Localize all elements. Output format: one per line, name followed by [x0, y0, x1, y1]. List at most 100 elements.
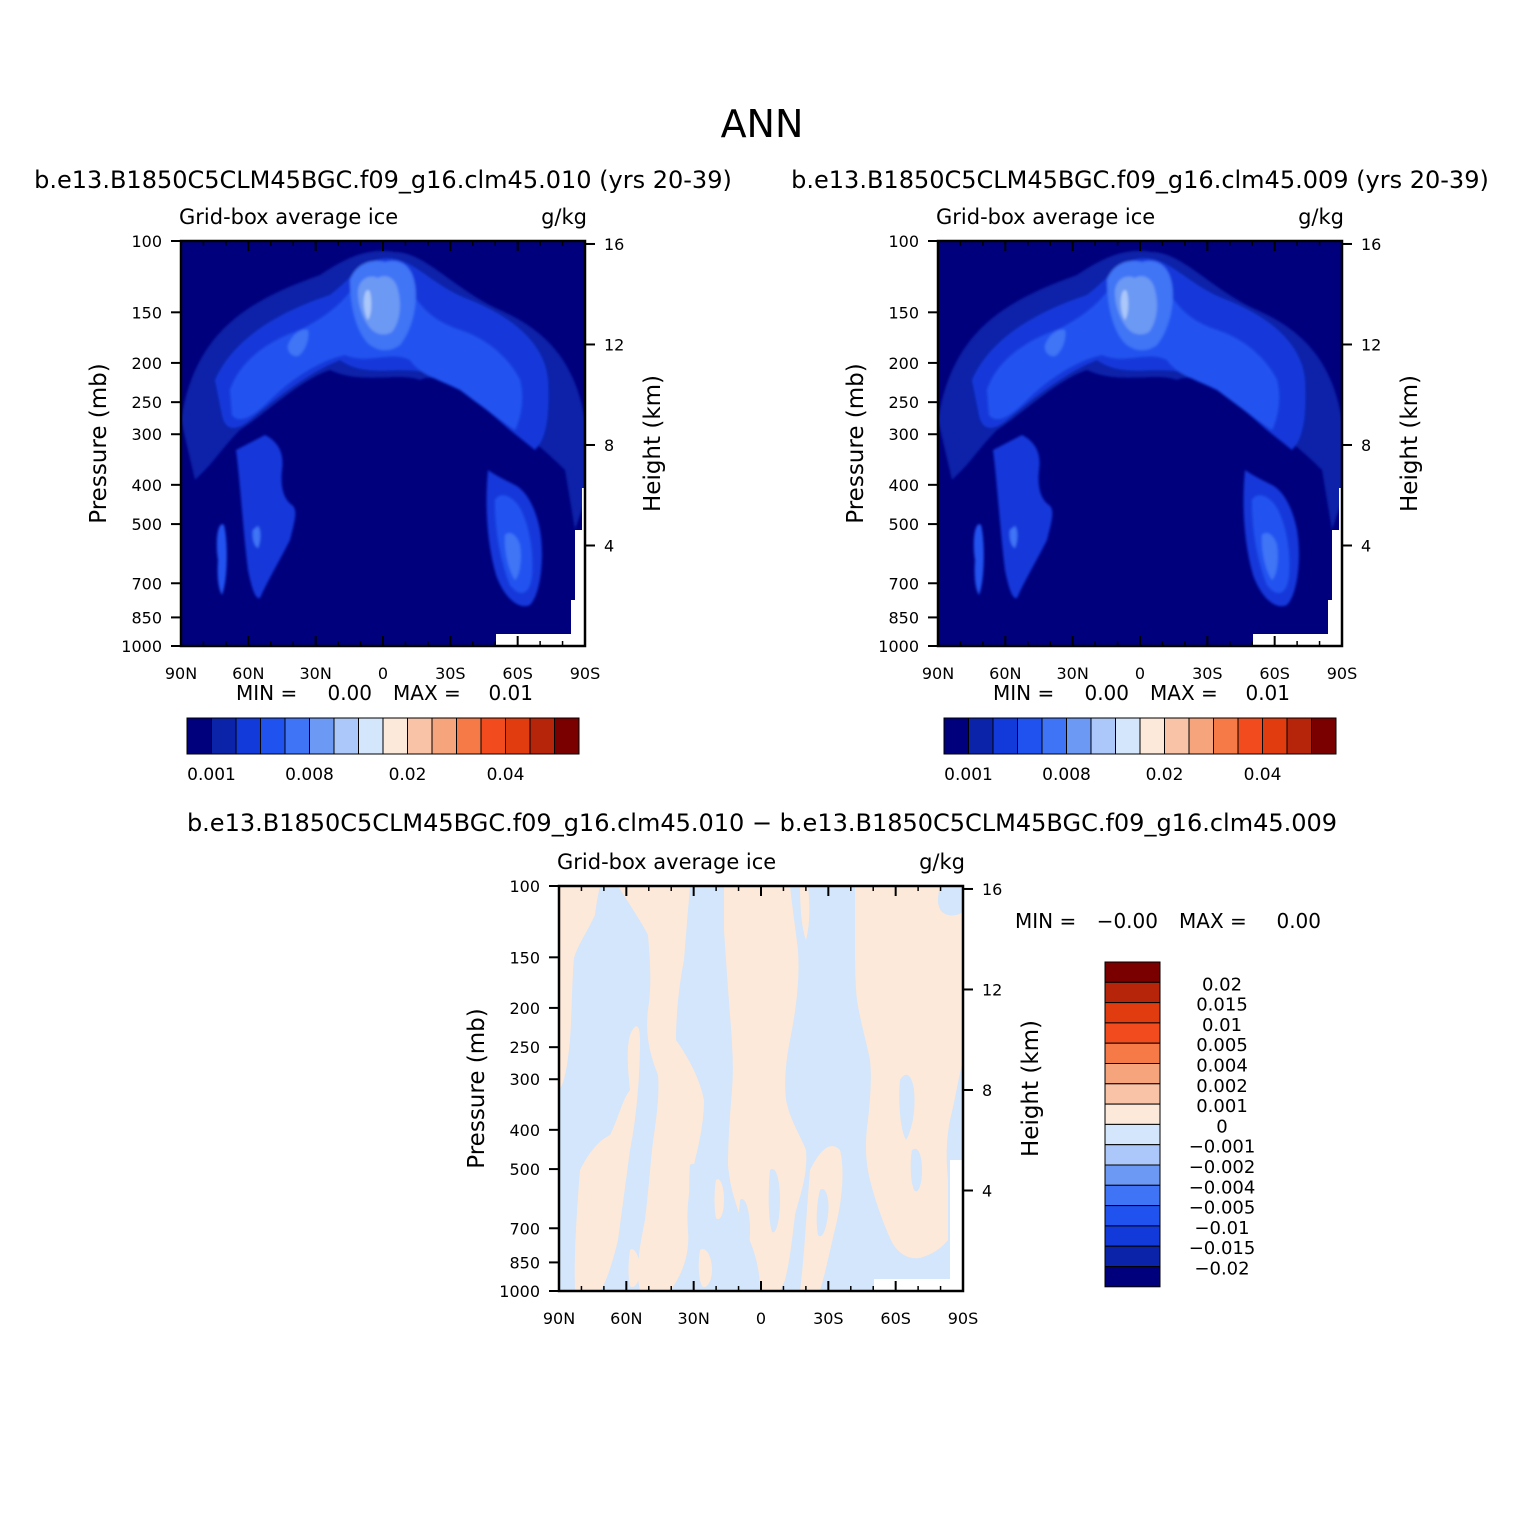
- x-tick-label: 30N: [1057, 664, 1089, 683]
- colorbar-label: 0.001: [944, 765, 993, 785]
- colorbar-swatch: [1104, 961, 1161, 983]
- colorbar-label: 0.02: [1146, 765, 1184, 785]
- colorbar-swatch: [1286, 717, 1312, 755]
- y-tick-label: 100: [888, 232, 919, 251]
- colorbar-swatch: [1104, 1144, 1161, 1166]
- height-tick-label: 4: [1361, 536, 1371, 555]
- axes: 90N 60N 30N 0 30S 60S 90S 100 150 200 250 300 400 500…: [464, 877, 1044, 1328]
- colorbar-swatch: [1104, 1164, 1161, 1186]
- x-tick-label: 60S: [1259, 664, 1290, 683]
- colorbar-swatch: [431, 717, 457, 755]
- x-tick-label: 90N: [922, 664, 954, 683]
- x-tick-label: 0: [378, 664, 388, 683]
- x-tick-label: 60S: [880, 1309, 911, 1328]
- y-tick-label: 850: [131, 608, 162, 627]
- colorbar-swatch: [407, 717, 433, 755]
- colorbar-swatch: [968, 717, 994, 755]
- panel-difference: b.e13.B1850C5CLM45BGC.f09_g16.clm45.010 …: [187, 809, 1337, 1328]
- colorbar-case1: 0.001 0.008 0.02 0.04: [186, 717, 580, 785]
- height-tick-label: 8: [1361, 436, 1371, 455]
- units-label: g/kg: [1298, 205, 1344, 229]
- max-label: MAX =: [1150, 681, 1218, 705]
- y-tick-label: 200: [509, 999, 540, 1018]
- y-tick-label: 850: [888, 608, 919, 627]
- colorbar-label: −0.004: [1189, 1177, 1256, 1198]
- units-label: g/kg: [541, 205, 587, 229]
- x-tick-label: 90N: [165, 664, 197, 683]
- colorbar-label: 0.001: [1196, 1096, 1248, 1117]
- y-tick-label: 400: [131, 476, 162, 495]
- colorbar-label: 0.004: [1196, 1056, 1248, 1077]
- y-tick-label: 150: [888, 303, 919, 322]
- colorbar-swatch: [284, 717, 310, 755]
- colorbar-swatch: [1104, 1184, 1161, 1207]
- colorbar-swatch: [1104, 1022, 1161, 1044]
- max-value: 0.00: [1276, 909, 1321, 933]
- colorbar-label: 0: [1216, 1116, 1227, 1137]
- height-tick-label: 16: [604, 235, 624, 254]
- colorbar-swatch: [211, 717, 237, 755]
- stats-difference: MIN = −0.00 MAX = 0.00: [1015, 909, 1321, 933]
- y-axis-label: Pressure (mb): [843, 363, 869, 523]
- colorbar-swatch: [456, 717, 482, 755]
- y-tick-label: 300: [131, 425, 162, 444]
- colorbar-swatch: [1104, 1266, 1161, 1288]
- height-tick-label: 4: [982, 1181, 992, 1200]
- colorbar-swatch: [1104, 1002, 1161, 1024]
- variable-label: Grid-box average ice: [557, 850, 776, 874]
- colorbar-swatch: [1104, 1225, 1161, 1247]
- x-tick-label: 60S: [502, 664, 533, 683]
- case-label: b.e13.B1850C5CLM45BGC.f09_g16.clm45.010 …: [187, 809, 1337, 837]
- height-tick-label: 12: [604, 335, 624, 354]
- contour-field: [938, 241, 1342, 646]
- panel-case1: b.e13.B1850C5CLM45BGC.f09_g16.clm45.010 …: [34, 166, 732, 683]
- colorbar-label: −0.002: [1189, 1157, 1256, 1178]
- x-tick-label: 30S: [435, 664, 466, 683]
- y2-axis-label: Height (km): [640, 375, 666, 512]
- colorbar-swatch: [480, 717, 506, 755]
- colorbar-swatch: [1237, 717, 1263, 755]
- height-tick-label: 16: [982, 880, 1002, 899]
- colorbar-swatch: [358, 717, 384, 755]
- colorbar-label: −0.02: [1194, 1259, 1249, 1280]
- y-tick-label: 1000: [499, 1282, 540, 1301]
- x-tick-label: 90S: [570, 664, 601, 683]
- colorbar-swatch: [529, 717, 555, 755]
- y-tick-label: 850: [509, 1253, 540, 1272]
- y-tick-label: 1000: [121, 637, 162, 656]
- x-tick-label: 30S: [1192, 664, 1223, 683]
- colorbar-label: 0.04: [487, 765, 525, 785]
- stats-case1: MIN = 0.00 MAX = 0.01: [236, 681, 533, 705]
- colorbar-swatch: [1104, 1245, 1161, 1267]
- y-tick-label: 100: [509, 877, 540, 896]
- colorbar-swatch: [260, 717, 286, 755]
- colorbar-case2: 0.001 0.008 0.02 0.04: [943, 717, 1337, 785]
- colorbar-label: 0.008: [1042, 765, 1091, 785]
- min-label: MIN =: [1015, 909, 1076, 933]
- colorbar-swatch: [1188, 717, 1214, 755]
- case-label: b.e13.B1850C5CLM45BGC.f09_g16.clm45.010 …: [34, 166, 732, 194]
- y2-axis-label: Height (km): [1018, 1020, 1044, 1157]
- y-tick-label: 1000: [878, 637, 919, 656]
- colorbar-label: 0.005: [1196, 1035, 1248, 1056]
- y-axis-label: Pressure (mb): [464, 1008, 490, 1168]
- colorbar-swatch: [309, 717, 335, 755]
- y-axis-label: Pressure (mb): [86, 363, 112, 523]
- colorbar-swatch: [235, 717, 261, 755]
- min-value: −0.00: [1097, 909, 1158, 933]
- colorbar-label: 0.01: [1202, 1015, 1242, 1036]
- colorbar-swatch: [1311, 717, 1337, 755]
- colorbar-swatch: [1104, 981, 1161, 1004]
- min-value: 0.00: [327, 681, 372, 705]
- y-tick-label: 300: [888, 425, 919, 444]
- height-tick-label: 12: [1361, 335, 1381, 354]
- x-tick-label: 90N: [543, 1309, 575, 1328]
- colorbar-difference: 0.020.0150.010.0050.0040.0020.0010−0.001…: [1104, 961, 1256, 1288]
- variable-label: Grid-box average ice: [936, 205, 1155, 229]
- colorbar-label: 0.008: [285, 765, 334, 785]
- contour-field: [181, 241, 585, 646]
- x-tick-label: 90S: [1327, 664, 1358, 683]
- height-tick-label: 4: [604, 536, 614, 555]
- colorbar-swatch: [1090, 717, 1116, 755]
